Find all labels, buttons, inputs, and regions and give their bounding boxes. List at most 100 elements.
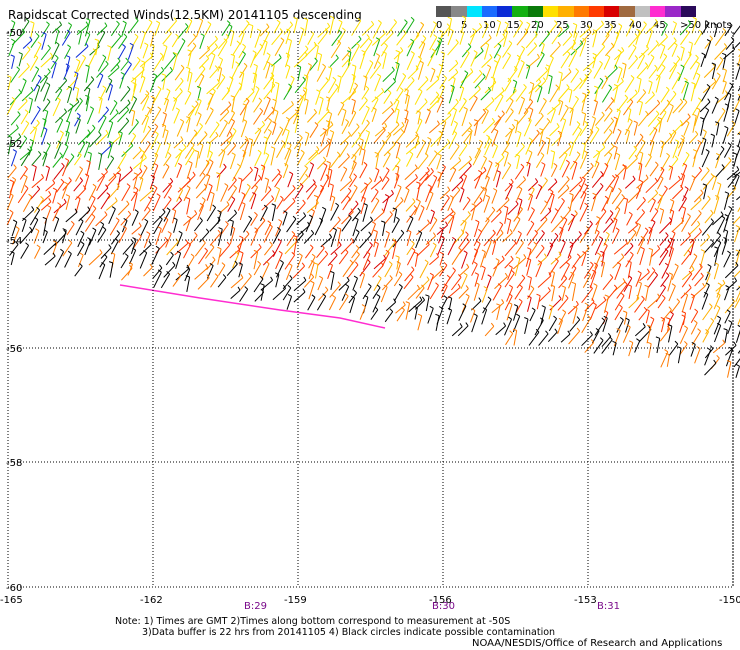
wind-barb-flag [414, 164, 418, 169]
wind-barb-flag [249, 166, 253, 171]
wind-barb-flag [679, 120, 683, 124]
wind-barb [525, 139, 533, 155]
wind-barb-flag [375, 167, 380, 171]
wind-barb-flag [89, 106, 94, 110]
wind-barb-flag [609, 336, 613, 341]
wind-barb-flag [670, 198, 675, 202]
wind-barb-flag [279, 28, 283, 32]
wind-barb [571, 187, 583, 203]
wind-barb-flag [299, 94, 304, 98]
wind-barb [96, 63, 109, 78]
wind-barb [262, 253, 276, 266]
wind-barb [119, 169, 133, 182]
wind-barb-flag [567, 330, 571, 335]
wind-barb [254, 220, 266, 234]
wind-barb [406, 153, 414, 167]
wind-barb-flag [715, 194, 720, 198]
wind-barb-flag [395, 172, 400, 176]
wind-barb [659, 220, 673, 234]
wind-barb-flag [482, 307, 487, 311]
wind-barb-flag [534, 20, 539, 23]
wind-barb [518, 98, 526, 115]
wind-barb [95, 214, 108, 227]
wind-barb-flag [384, 42, 388, 47]
wind-barb-flag [624, 239, 628, 244]
wind-barb-flag [557, 41, 561, 46]
wind-barb-flag [451, 76, 456, 80]
wind-barb-flag [688, 284, 692, 289]
wind-barb-flag [197, 98, 202, 102]
wind-barb-flag [223, 38, 228, 42]
wind-barb-flag [627, 284, 632, 287]
wind-barb [132, 149, 142, 160]
wind-barb [260, 285, 265, 301]
wind-barb [567, 213, 578, 226]
wind-barb-flag [529, 81, 534, 85]
wind-barb [536, 87, 543, 103]
wind-barb-flag [377, 73, 381, 77]
wind-barb-flag [438, 306, 443, 309]
wind-barb [272, 100, 277, 115]
wind-barb-flag [416, 139, 420, 144]
wind-barb-flag [735, 224, 740, 228]
wind-barb-flag [506, 218, 511, 221]
wind-barb [669, 211, 675, 226]
wind-barb-flag [654, 177, 658, 182]
wind-barb [296, 143, 302, 158]
wind-barb [187, 51, 192, 67]
wind-barb-flag [413, 305, 418, 309]
wind-barb-flag [374, 151, 379, 155]
wind-barb [371, 91, 385, 103]
wind-barb [539, 180, 548, 191]
wind-barb-flag [63, 76, 68, 81]
wind-barb [645, 180, 658, 194]
wind-barb-flag [304, 165, 308, 169]
wind-barb-flag [586, 88, 591, 93]
wind-barb-flag [722, 80, 727, 83]
wind-barb-flag [430, 209, 435, 213]
wind-barb [97, 109, 109, 123]
wind-barb [198, 199, 206, 212]
wind-barb [558, 228, 564, 243]
wind-barb [173, 139, 184, 149]
wind-barb [175, 252, 182, 269]
wind-barb-flag [550, 270, 555, 274]
wind-barb-flag [683, 77, 688, 81]
wind-barb [514, 57, 521, 72]
wind-barb-flag [413, 205, 418, 209]
wind-barb-flag [692, 113, 697, 117]
wind-barb-flag [143, 154, 147, 159]
wind-barb [581, 253, 587, 267]
wind-barb [250, 247, 262, 259]
wind-barb-flag [272, 98, 277, 102]
wind-barb [209, 219, 221, 232]
wind-barb [418, 207, 425, 221]
wind-barb-flag [302, 89, 307, 94]
wind-barb-flag [735, 261, 739, 266]
wind-barb-flag [86, 31, 91, 35]
wind-barb [535, 22, 540, 38]
wind-barb-flag [239, 235, 244, 239]
wind-barb-flag [668, 306, 672, 311]
footnotes: Note: 1) Times are GMT 2)Times along bot… [115, 616, 555, 638]
wind-barb-flag [655, 40, 659, 45]
wind-barb-flag [9, 179, 14, 183]
wind-barb-flag [673, 90, 677, 95]
wind-barb-flag [673, 62, 678, 66]
wind-barb [471, 205, 476, 221]
wind-barb-flag [41, 173, 45, 178]
wind-barb-flag [578, 184, 583, 189]
wind-barb [690, 322, 698, 335]
wind-barb-flag [569, 141, 574, 145]
wind-barb-flag [375, 37, 380, 41]
wind-barb [110, 36, 122, 49]
wind-barb-flag [122, 151, 127, 155]
wind-barb [548, 306, 554, 320]
wind-barb-flag [728, 157, 732, 161]
wind-barb [602, 165, 609, 178]
wind-barb [20, 229, 33, 244]
wind-barb-flag [310, 280, 315, 284]
wind-barb [601, 336, 612, 348]
wind-barb-flag [452, 210, 456, 214]
wind-barb [419, 262, 429, 279]
